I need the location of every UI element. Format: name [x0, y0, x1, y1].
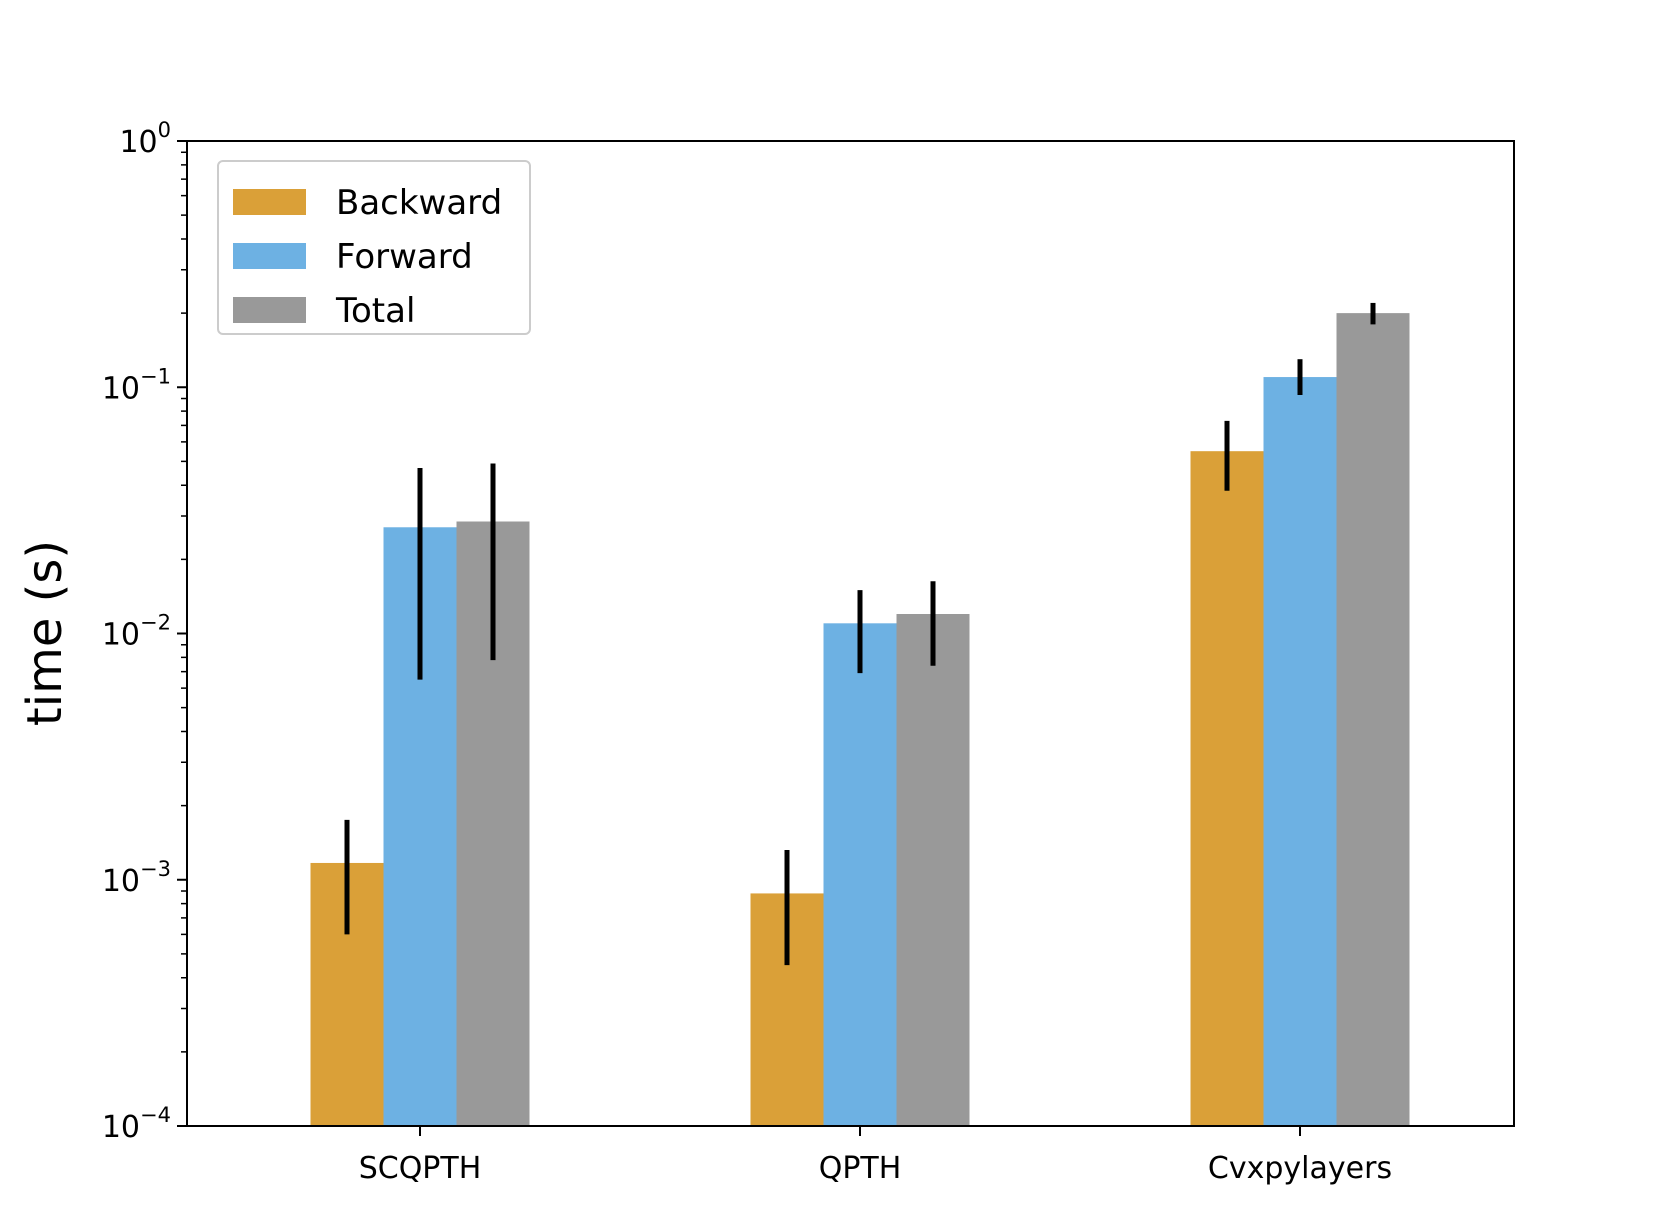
y-tick-label: 100 [119, 118, 171, 160]
y-axis: 10−4 10−3 10−2 10−1 100 [102, 118, 187, 1145]
bar-forward-cvxpylayers [1263, 377, 1337, 1127]
legend-swatch-forward [233, 243, 306, 269]
bars-layer [310, 313, 1410, 1127]
legend-label-forward: Forward [336, 237, 473, 277]
y-tick-label: 10−2 [102, 611, 171, 653]
x-axis: SCQPTH QPTH Cvxpylayers [359, 1126, 1392, 1186]
y-tick-label: 10−4 [102, 1103, 171, 1145]
legend: Backward Forward Total [217, 160, 531, 335]
x-tick-label: SCQPTH [359, 1151, 482, 1186]
bar-total-cvxpylayers [1336, 313, 1410, 1127]
legend-label-backward: Backward [336, 183, 502, 223]
bar-forward-qpth [823, 623, 897, 1126]
y-axis-label: time (s) [17, 540, 73, 726]
error-bars-layer [344, 302, 1376, 966]
y-tick-label: 10−3 [102, 857, 171, 899]
legend-label-total: Total [335, 291, 415, 331]
legend-swatch-total [233, 297, 306, 323]
y-tick-label: 10−1 [102, 364, 171, 406]
bar-total-qpth [896, 614, 970, 1126]
bar-backward-cvxpylayers [1190, 451, 1264, 1127]
legend-swatch-backward [233, 189, 306, 215]
x-tick-label: QPTH [819, 1151, 902, 1186]
x-tick-label: Cvxpylayers [1208, 1151, 1392, 1186]
